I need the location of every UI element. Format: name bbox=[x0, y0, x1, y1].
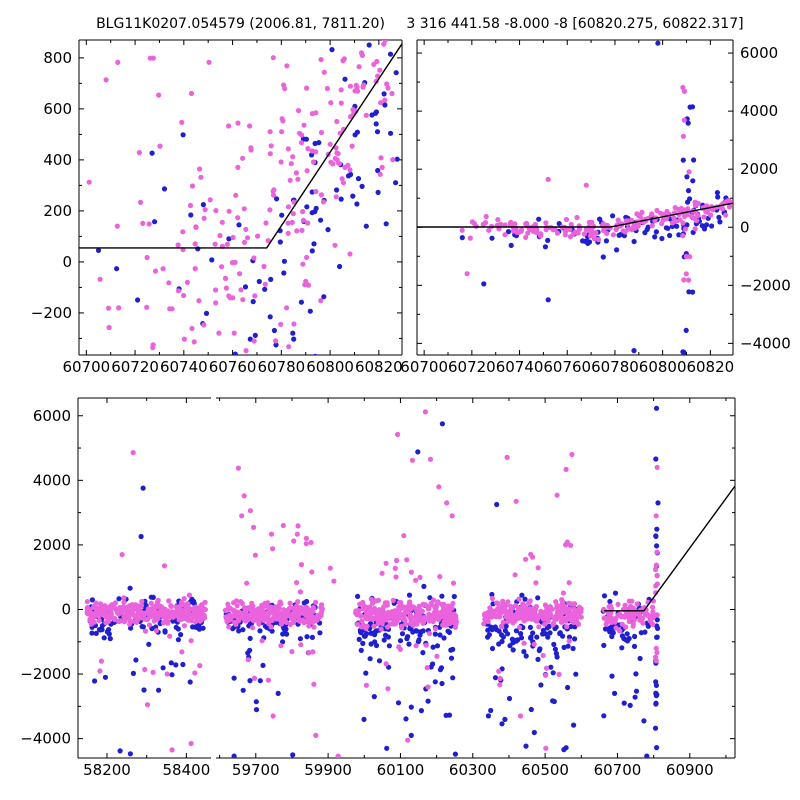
subplot-bottom-right-segment: 59700 59900 60100 60300 60500 60700 60900 bbox=[216, 397, 736, 779]
x-tick-label: 60700 bbox=[62, 358, 110, 376]
y-tick-label: −200 bbox=[31, 304, 72, 322]
x-tick-label: 60780 bbox=[257, 358, 305, 376]
x-tick-label: 60720 bbox=[111, 358, 159, 376]
y-tick-label: 0 bbox=[740, 218, 750, 236]
model-line bbox=[79, 43, 402, 249]
y-tick-label: 400 bbox=[43, 151, 72, 169]
x-tick-label: 59700 bbox=[232, 761, 280, 779]
subplot-top-left: 60700 60720 60740 60760 60780 60800 60820 −200 0… bbox=[31, 16, 403, 376]
tick-labels: 60700 60720 60740 60760 60780 60800 60820 −4000… bbox=[400, 44, 790, 376]
y-tick-label: 2000 bbox=[740, 160, 778, 178]
subplot-top-right: 60700 60720 60740 60760 60780 60800 60820 −4000… bbox=[400, 16, 790, 376]
y-tick-label: 6000 bbox=[740, 44, 778, 62]
model-line bbox=[417, 202, 733, 228]
tick-labels: 58200 58400 −4000 −2000 0 2000 4000 6000 bbox=[20, 407, 210, 779]
x-tick-label: 60900 bbox=[666, 761, 714, 779]
x-tick-label: 59900 bbox=[304, 761, 352, 779]
x-tick-label: 60300 bbox=[449, 761, 497, 779]
x-tick-label: 60820 bbox=[355, 358, 403, 376]
axes-frame bbox=[77, 397, 211, 759]
tick-marks bbox=[417, 40, 733, 355]
scatter-points bbox=[222, 405, 661, 758]
model-line bbox=[604, 485, 735, 612]
axes-frame bbox=[78, 39, 403, 356]
x-tick-label: 60760 bbox=[543, 358, 591, 376]
scatter-points-blue bbox=[223, 405, 661, 758]
y-tick-label: 2000 bbox=[33, 536, 71, 554]
x-tick-label: 60800 bbox=[639, 358, 687, 376]
y-tick-label: 0 bbox=[62, 253, 72, 271]
x-tick-label: 60720 bbox=[448, 358, 496, 376]
scatter-points-pink bbox=[84, 450, 208, 753]
x-tick-label: 58200 bbox=[83, 761, 131, 779]
plot-title-top-right: 3 316 441.58 -8.000 -8 [60820.275, 60822… bbox=[406, 16, 743, 32]
y-tick-label: −2000 bbox=[740, 276, 791, 294]
axes-frame bbox=[416, 39, 734, 356]
scatter-points-pink bbox=[459, 84, 733, 283]
plot-title-top-left: BLG11K0207.054579 (2006.81, 7811.20) bbox=[96, 16, 385, 32]
y-tick-label: −4000 bbox=[20, 730, 71, 748]
x-tick-label: 60760 bbox=[209, 358, 257, 376]
tick-marks bbox=[219, 398, 735, 758]
tick-marks bbox=[78, 398, 187, 758]
x-tick-label: 60700 bbox=[594, 761, 642, 779]
y-tick-label: 200 bbox=[43, 202, 72, 220]
y-tick-label: −2000 bbox=[20, 665, 71, 683]
y-tick-label: 6000 bbox=[33, 407, 71, 425]
x-tick-label: 58400 bbox=[163, 761, 211, 779]
y-tick-label: 0 bbox=[61, 600, 71, 618]
x-tick-label: 60100 bbox=[377, 761, 425, 779]
x-tick-label: 60800 bbox=[306, 358, 354, 376]
scatter-points-pink bbox=[86, 40, 396, 354]
scatter-points bbox=[84, 450, 208, 757]
scatter-points-blue bbox=[95, 42, 400, 355]
x-tick-label: 60500 bbox=[521, 761, 569, 779]
tick-labels: 59700 59900 60100 60300 60500 60700 60900 bbox=[232, 761, 714, 779]
scatter-points-pink bbox=[222, 409, 660, 758]
subplot-bottom-left-segment: 58200 58400 −4000 −2000 0 2000 4000 6000 bbox=[20, 397, 211, 779]
x-tick-label: 60820 bbox=[686, 358, 734, 376]
scatter-points-blue bbox=[459, 40, 733, 355]
y-tick-label: −4000 bbox=[740, 334, 791, 352]
y-tick-label: 4000 bbox=[740, 102, 778, 120]
x-tick-label: 60740 bbox=[160, 358, 208, 376]
x-tick-label: 60780 bbox=[591, 358, 639, 376]
scatter-points bbox=[86, 40, 400, 355]
y-tick-label: 800 bbox=[43, 49, 72, 67]
scatter-points bbox=[459, 40, 733, 355]
x-tick-label: 60700 bbox=[400, 358, 448, 376]
tick-labels: 60700 60720 60740 60760 60780 60800 60820 −200 0… bbox=[31, 49, 403, 376]
x-tick-label: 60740 bbox=[496, 358, 544, 376]
y-tick-label: 600 bbox=[43, 100, 72, 118]
y-tick-label: 4000 bbox=[33, 471, 71, 489]
